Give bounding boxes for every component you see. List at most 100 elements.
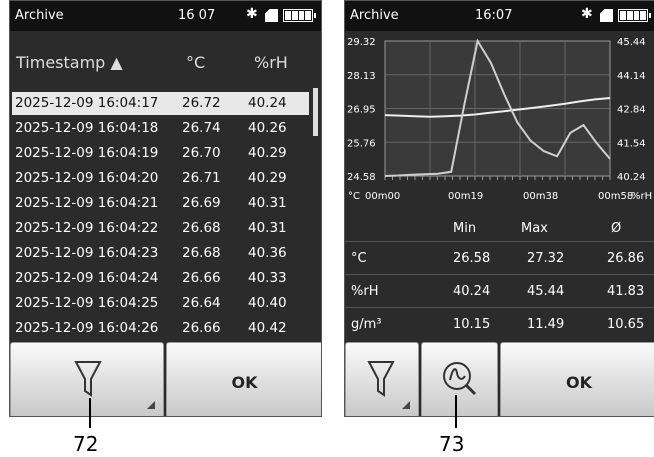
right-unit-label: %rH	[631, 191, 652, 202]
y-left-tick: 24.58	[347, 172, 376, 183]
clock: 16:07	[475, 8, 513, 23]
stats-max: 11.49	[527, 317, 565, 332]
cell-humidity: 40.29	[248, 145, 287, 161]
archive-table-screen: Archive 16 07 ✱ Timestamp ▲ °C %rH 2025-…	[9, 0, 322, 417]
cell-humidity: 40.24	[248, 95, 287, 111]
y-left-tick: 26.95	[347, 105, 376, 116]
stats-label: %rH	[351, 284, 379, 299]
filter-icon	[74, 361, 102, 397]
stats-header-avg: Ø	[611, 221, 622, 236]
x-tick: 00m19	[448, 191, 483, 202]
cell-timestamp: 2025-12-09 16:04:18	[15, 120, 159, 136]
cell-humidity: 40.26	[248, 120, 287, 136]
cell-temperature: 26.64	[182, 295, 221, 311]
cell-temperature: 26.71	[182, 170, 221, 186]
stats-row: %rH 40.24 45.44 41.83	[345, 274, 654, 307]
cell-temperature: 26.74	[182, 120, 221, 136]
status-bar: Archive 16 07 ✱	[10, 1, 321, 31]
stats-label: °C	[351, 251, 367, 266]
callout-72: 72	[73, 432, 99, 456]
battery-icon	[283, 9, 316, 22]
chart-area: 29.32 28.13 26.95 25.76 24.58 45.44 44.14 42.84…	[345, 31, 654, 215]
ok-button[interactable]: OK	[500, 342, 654, 416]
scrollbar[interactable]	[313, 88, 318, 136]
cell-temperature: 26.68	[182, 245, 221, 261]
table-row[interactable]: 2025-12-09 16:04:17 26.72 40.24	[12, 92, 309, 115]
screen-title: Archive	[350, 8, 399, 23]
filter-button[interactable]	[10, 342, 164, 416]
ok-button[interactable]: OK	[166, 342, 321, 416]
y-left-tick: 29.32	[347, 37, 376, 48]
cell-timestamp: 2025-12-09 16:04:17	[15, 95, 159, 111]
stats-header-row: Min Max Ø	[345, 215, 654, 241]
stats-min: 10.15	[453, 317, 491, 332]
table-row[interactable]: 2025-12-09 16:04:20 26.71 40.29	[12, 167, 309, 190]
dropdown-corner-icon	[147, 401, 155, 409]
column-header-temperature[interactable]: °C	[186, 53, 206, 72]
y-left-tick: 28.13	[347, 71, 376, 82]
stats-avg: 41.83	[607, 284, 645, 299]
table-row[interactable]: 2025-12-09 16:04:18 26.74 40.26	[12, 117, 309, 140]
column-header-humidity[interactable]: %rH	[254, 53, 288, 72]
x-tick: 00m58	[598, 191, 633, 202]
stats-max: 45.44	[527, 284, 565, 299]
cell-humidity: 40.36	[248, 245, 287, 261]
stats-label: g/m³	[351, 317, 382, 332]
stats-avg: 10.65	[607, 317, 645, 332]
table-row[interactable]: 2025-12-09 16:04:24 26.66 40.33	[12, 267, 309, 290]
x-tick: 00m00	[365, 191, 400, 202]
table-row[interactable]: 2025-12-09 16:04:26 26.66 40.42	[12, 317, 309, 340]
cell-timestamp: 2025-12-09 16:04:26	[15, 320, 159, 336]
zoom-curve-button[interactable]	[421, 342, 498, 416]
cell-timestamp: 2025-12-09 16:04:25	[15, 295, 159, 311]
cell-temperature: 26.72	[182, 95, 221, 111]
cell-temperature: 26.70	[182, 145, 221, 161]
column-header-timestamp[interactable]: Timestamp ▲	[16, 53, 123, 72]
table-row[interactable]: 2025-12-09 16:04:21 26.69 40.31	[12, 192, 309, 215]
stats-min: 26.58	[453, 251, 491, 266]
table-body: 2025-12-09 16:04:17 26.72 40.24 2025-12-09 …	[10, 86, 321, 342]
stats-header-min: Min	[453, 221, 477, 236]
callout-leader-73	[455, 395, 457, 428]
sd-card-icon	[600, 9, 613, 22]
callout-leader-72	[89, 398, 91, 428]
cell-humidity: 40.33	[248, 270, 287, 286]
line-chart: 29.32 28.13 26.95 25.76 24.58 45.44 44.14 42.84…	[347, 37, 652, 202]
y-right-tick: 42.84	[617, 105, 646, 116]
table-row[interactable]: 2025-12-09 16:04:25 26.64 40.40	[12, 292, 309, 315]
stats-row: °C 26.58 27.32 26.86	[345, 241, 654, 274]
stats-max: 27.32	[527, 251, 565, 266]
table-row[interactable]: 2025-12-09 16:04:22 26.68 40.31	[12, 217, 309, 240]
table-row[interactable]: 2025-12-09 16:04:19 26.70 40.29	[12, 142, 309, 165]
cell-humidity: 40.42	[248, 320, 287, 336]
screen-title: Archive	[15, 8, 64, 23]
humidity-series-line	[384, 38, 611, 177]
y-right-tick: 44.14	[617, 71, 646, 82]
y-right-tick: 40.24	[617, 172, 646, 183]
filter-button[interactable]	[345, 342, 419, 416]
cell-timestamp: 2025-12-09 16:04:23	[15, 245, 159, 261]
stats-row: g/m³ 10.15 11.49 10.65	[345, 307, 654, 340]
filter-icon	[367, 361, 395, 397]
cell-temperature: 26.66	[182, 320, 221, 336]
dropdown-corner-icon	[402, 401, 410, 409]
stats-min: 40.24	[453, 284, 491, 299]
cell-timestamp: 2025-12-09 16:04:22	[15, 220, 159, 236]
table-header: Timestamp ▲ °C %rH	[10, 31, 321, 86]
stats-header-max: Max	[521, 221, 548, 236]
y-right-tick: 45.44	[617, 37, 646, 48]
battery-icon	[618, 9, 651, 22]
cell-timestamp: 2025-12-09 16:04:21	[15, 195, 159, 211]
stats-avg: 26.86	[607, 251, 645, 266]
callout-73: 73	[439, 432, 465, 456]
cell-timestamp: 2025-12-09 16:04:24	[15, 270, 159, 286]
bluetooth-icon: ✱	[246, 6, 258, 22]
bluetooth-icon: ✱	[581, 6, 593, 22]
statistics-table: Min Max Ø °C 26.58 27.32 26.86 %rH 40.24 45.44…	[345, 215, 654, 342]
cell-temperature: 26.68	[182, 220, 221, 236]
cell-humidity: 40.29	[248, 170, 287, 186]
zoom-curve-icon	[443, 362, 477, 396]
cell-temperature: 26.66	[182, 270, 221, 286]
sd-card-icon	[265, 9, 278, 22]
table-row[interactable]: 2025-12-09 16:04:23 26.68 40.36	[12, 242, 309, 265]
